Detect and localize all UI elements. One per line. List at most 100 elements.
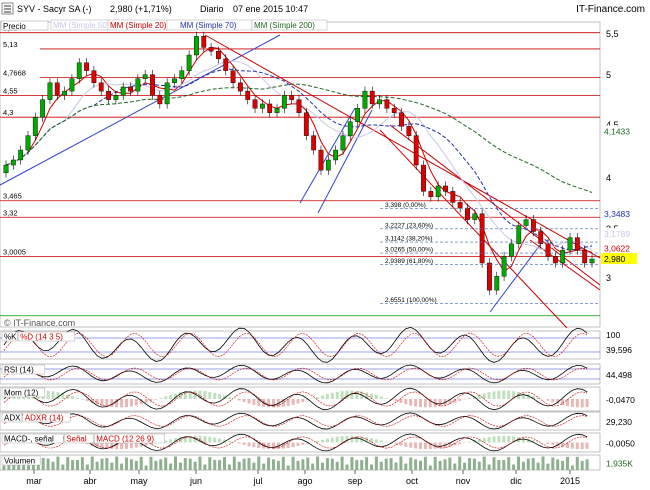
histogram-bar: [227, 397, 231, 399]
volume-bar: [350, 457, 354, 470]
volume-bar: [159, 459, 163, 470]
volume-bar: [242, 458, 246, 470]
volume-bar: [2, 465, 6, 470]
histogram-bar: [203, 391, 207, 399]
candle-body: [135, 78, 141, 92]
badge-bg: [601, 253, 637, 265]
histogram-bar: [546, 442, 550, 444]
histogram-bar: [335, 391, 339, 399]
rebound-line: [489, 244, 541, 313]
level-label: 4,3: [3, 108, 13, 117]
histogram-bar: [129, 399, 133, 407]
histogram-bar: [125, 399, 128, 408]
header-brand: IT-Finance.com: [576, 4, 645, 15]
volume-bar: [232, 456, 236, 470]
badge-bg: [601, 228, 637, 240]
histogram-bar: [144, 442, 148, 446]
level-label: 5,13: [3, 40, 18, 49]
histogram-bar: [487, 437, 491, 443]
volume-bar: [134, 460, 138, 470]
candle-body: [230, 70, 236, 84]
volume-bar: [90, 456, 94, 470]
histogram-bar: [472, 396, 476, 399]
volume-bar: [193, 461, 197, 470]
candle-body: [428, 191, 434, 198]
candle-body: [113, 95, 119, 100]
histogram-bar: [394, 442, 398, 445]
histogram-bar: [477, 394, 481, 399]
histogram-bar: [286, 442, 290, 448]
candle-body: [531, 219, 536, 232]
volume-bar: [115, 456, 119, 470]
histogram-bar: [198, 390, 202, 399]
volume-bar: [517, 456, 520, 470]
histogram-bar: [105, 399, 109, 407]
indicator-value: -0,0050: [606, 439, 635, 449]
tick-3: 3: [606, 273, 611, 283]
histogram-bar: [512, 436, 516, 443]
histogram-bar: [169, 439, 173, 443]
price-panel: 3,398 (0,00%) 3,2227 (23,60%) 3,1142 (38,2…: [0, 19, 601, 329]
histogram-bar: [566, 399, 569, 407]
histogram-bar: [193, 390, 197, 399]
histogram-bar: [458, 442, 462, 445]
histogram-bar: [399, 442, 403, 446]
indicator-frame: [0, 363, 601, 385]
fib-label: 3,2227 (23,60%): [385, 222, 433, 229]
x-tick-label: ago: [297, 476, 312, 486]
histogram-bar: [374, 394, 378, 399]
chart-menu-icon[interactable]: [1, 2, 14, 15]
histogram-bar: [56, 392, 60, 399]
histogram-bar: [227, 441, 231, 443]
candle-body: [574, 237, 580, 251]
candle-body: [120, 86, 126, 96]
volume-bar: [218, 460, 222, 470]
indicator-label: MACD-, señal: [4, 435, 54, 444]
x-tick-label: abr: [83, 476, 96, 486]
volume-bar: [76, 460, 79, 470]
histogram-bar: [223, 395, 226, 399]
histogram-bar: [169, 394, 173, 399]
tick-4: 4: [606, 173, 611, 183]
volume-bar: [458, 456, 462, 470]
volume-bar: [570, 465, 574, 470]
volume-bar: [105, 458, 109, 470]
volume-bar: [379, 461, 383, 470]
volume-bar: [164, 457, 168, 470]
candle-body: [157, 95, 163, 105]
volume-bar: [149, 456, 153, 470]
volume-bar: [321, 462, 324, 470]
histogram-bar: [502, 390, 506, 399]
volume-bar: [531, 458, 535, 470]
histogram-bar: [350, 390, 354, 399]
histogram-bar: [482, 437, 486, 443]
candle-body: [421, 164, 426, 192]
candle-body: [208, 47, 214, 52]
candle-body: [333, 149, 339, 161]
volume-bar: [311, 463, 315, 470]
volume-bar: [497, 460, 501, 470]
histogram-bar: [100, 399, 104, 406]
histogram-bar: [183, 436, 187, 443]
candle-body: [369, 90, 375, 105]
histogram-bar: [66, 394, 70, 399]
histogram-bar: [404, 399, 408, 405]
volume-bar: [120, 463, 124, 470]
histogram-bar: [316, 397, 320, 399]
candle-body: [303, 112, 309, 136]
histogram-bar: [551, 442, 555, 446]
volume-bar: [178, 462, 182, 470]
histogram-bar: [149, 399, 153, 402]
badge-bg: [601, 207, 637, 219]
volume-bar: [198, 456, 202, 470]
histogram-bar: [394, 399, 398, 402]
histogram-bar: [526, 394, 530, 399]
indicator-label: Mom (12): [4, 389, 39, 398]
candle-body: [106, 90, 111, 100]
histogram-bar: [154, 399, 158, 400]
candle-body: [435, 185, 441, 198]
legend-ma200: MM (Simple 200): [254, 21, 315, 30]
candle-body: [377, 99, 382, 105]
histogram-bar: [477, 439, 481, 443]
histogram-bar: [379, 440, 383, 443]
